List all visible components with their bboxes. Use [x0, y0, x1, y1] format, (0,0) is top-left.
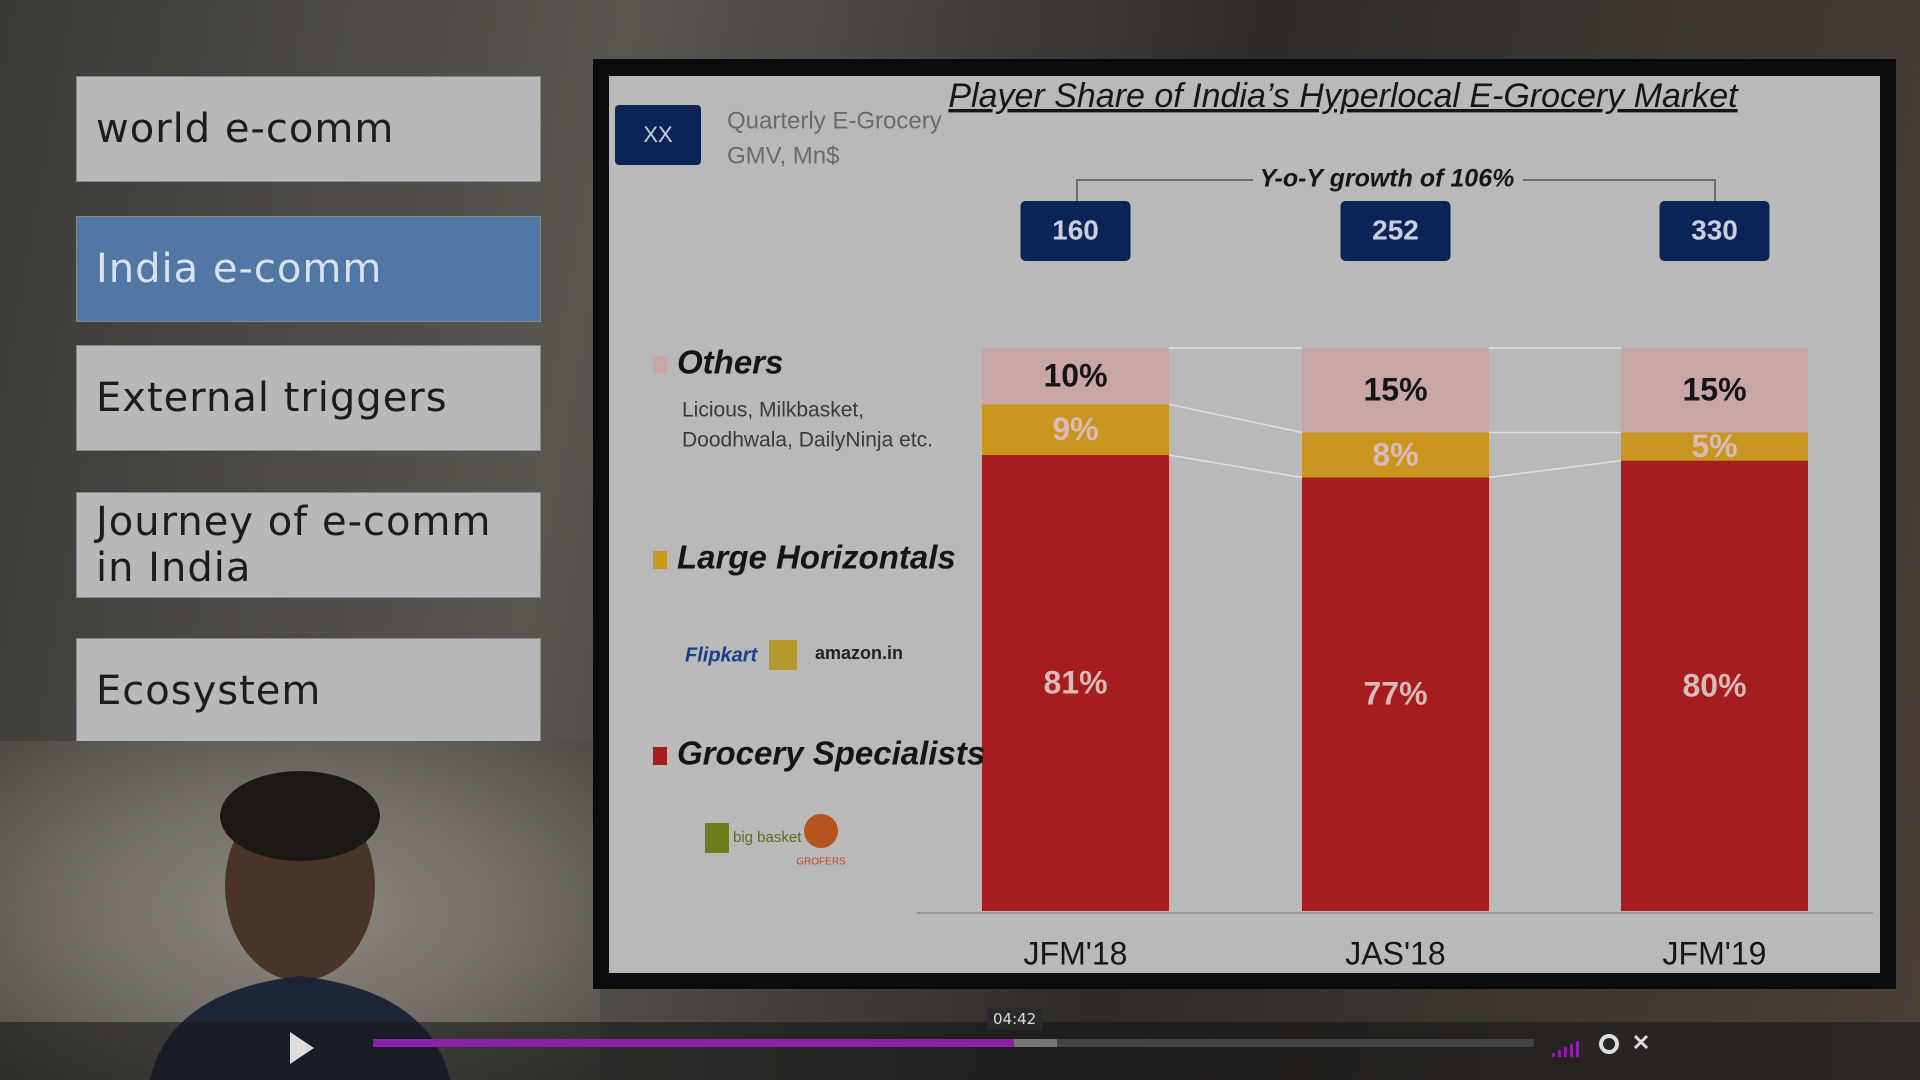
logo-icon — [804, 814, 838, 848]
logo-icon — [705, 823, 729, 853]
value-label: 9% — [1052, 411, 1098, 447]
volume[interactable] — [1552, 1041, 1579, 1057]
play-button[interactable] — [290, 1032, 314, 1064]
menu-item[interactable]: External triggers — [76, 345, 541, 451]
bar-segment — [982, 348, 1169, 405]
value-label: 15% — [1363, 372, 1427, 408]
value-label: 15% — [1682, 372, 1746, 408]
legend-swatch — [653, 551, 667, 569]
x-tick-label: JFM'18 — [1024, 935, 1128, 971]
value-label: 81% — [1043, 664, 1107, 700]
logo-grofers: GROFERS — [796, 857, 846, 868]
player-controls — [0, 1022, 1920, 1080]
total-label: 160 — [1052, 214, 1099, 245]
bar-segment — [982, 404, 1169, 455]
annotation-bg — [1253, 163, 1523, 197]
value-label: 5% — [1691, 428, 1737, 464]
total-box — [1340, 201, 1451, 261]
bar-segment — [1621, 432, 1808, 461]
settings[interactable] — [1599, 1034, 1619, 1054]
total-label: 252 — [1372, 214, 1419, 245]
time-tooltip: 04:42 — [987, 1008, 1043, 1030]
connector — [1168, 403, 1303, 434]
chart-title: Player Share of India’s Hyperlocal E-Gro… — [948, 77, 1739, 115]
total-label: 330 — [1691, 214, 1738, 245]
total-box — [1020, 201, 1131, 261]
bar-segment — [1302, 477, 1489, 911]
menu-item[interactable]: Journey of e-comm in India — [76, 492, 541, 598]
legend-label: Grocery Specialists — [677, 735, 985, 772]
legend-label: Others — [677, 344, 783, 381]
progress-played — [373, 1039, 1014, 1047]
bar-segment — [1302, 432, 1489, 478]
others-note: Licious, Milkbasket, — [682, 399, 864, 422]
legend-swatch — [653, 356, 667, 374]
bar-segment — [1621, 460, 1808, 911]
menu-item[interactable]: India e-comm — [76, 216, 541, 322]
logo-bigbasket: big basket — [733, 829, 802, 846]
value-label: 8% — [1372, 436, 1418, 472]
slide: XX Quarterly E-Grocery GMV, Mn$ Player S… — [593, 59, 1896, 989]
logo-amazon: amazon.in — [815, 643, 903, 663]
menu-item[interactable]: Ecosystem — [76, 638, 541, 744]
value-label: 77% — [1363, 676, 1427, 712]
controls — [290, 1032, 1649, 1064]
x-tick-label: JFM'19 — [1663, 935, 1767, 971]
badge — [615, 105, 701, 165]
bar-segment — [1302, 348, 1489, 433]
unit-label: Quarterly E-Grocery — [727, 107, 942, 134]
legend-swatch — [653, 747, 667, 765]
connector — [1168, 454, 1303, 479]
menu-item[interactable]: world e-comm — [76, 76, 541, 182]
connector — [1488, 459, 1622, 479]
badge-text: XX — [643, 122, 673, 147]
x-tick-label: JAS'18 — [1345, 935, 1445, 971]
legend-label: Large Horizontals — [677, 539, 956, 576]
value-label: 10% — [1043, 358, 1107, 394]
bar-segment — [1621, 348, 1808, 433]
bar-segment — [982, 454, 1169, 911]
others-note: Doodhwala, DailyNinja etc. — [682, 429, 933, 452]
growth-annotation: Y-o-Y growth of 106% — [1260, 165, 1515, 193]
value-label: 80% — [1682, 667, 1746, 703]
logo-icon — [769, 640, 797, 670]
unit-label: GMV, Mn$ — [727, 142, 840, 169]
logo-flipkart: Flipkart — [685, 644, 759, 666]
fullscreen[interactable] — [1633, 1034, 1649, 1050]
total-box — [1659, 201, 1770, 261]
